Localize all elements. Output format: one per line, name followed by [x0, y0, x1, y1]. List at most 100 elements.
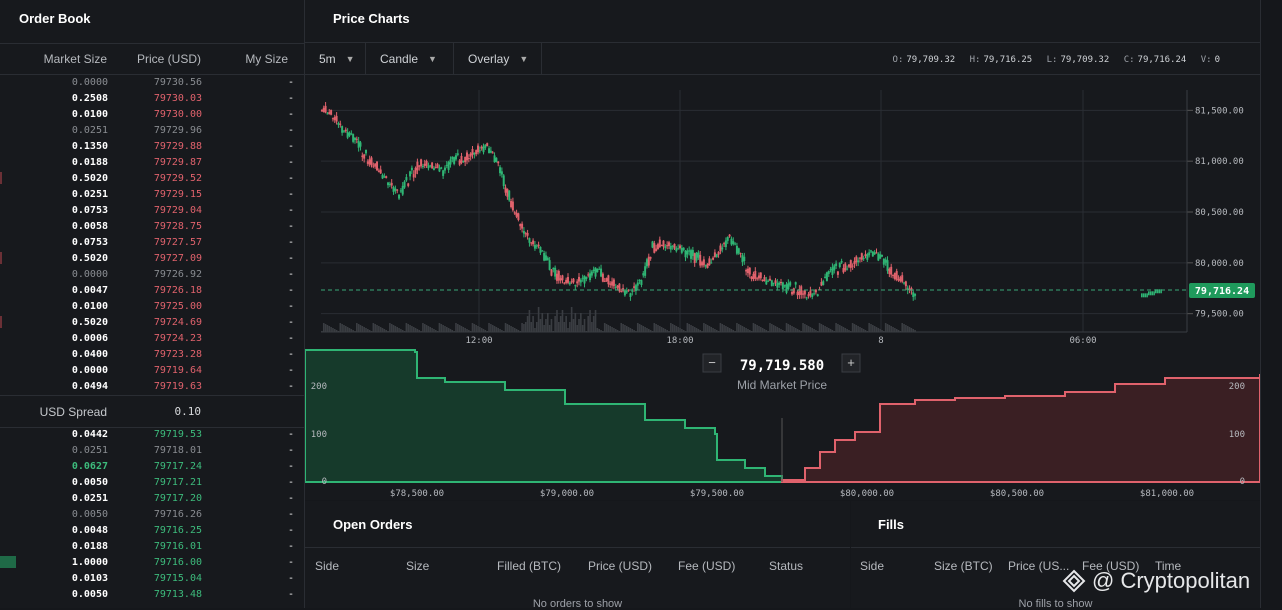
row-price: 79729.15 [153, 189, 202, 200]
bid-row[interactable]: 0.0627 79717.24 - [0, 458, 304, 474]
bid-row[interactable]: 0.0050 79717.21 - [0, 474, 304, 490]
bid-row[interactable]: 0.0188 79716.01 - [0, 538, 304, 554]
open-orders-header: Open Orders [305, 501, 850, 548]
volume-bar [537, 307, 540, 332]
ask-row[interactable]: 0.0000 79719.64 - [0, 362, 304, 378]
candle-body [686, 250, 689, 255]
low-label: L: [1046, 55, 1058, 65]
ask-row[interactable]: 0.0100 79725.00 - [0, 298, 304, 314]
candle-body [735, 245, 738, 254]
last-price-badge [1189, 283, 1255, 298]
volume-bar [506, 324, 509, 332]
volume-bar [780, 329, 782, 332]
candle-body [656, 244, 659, 250]
bid-row[interactable]: 0.0103 79715.04 - [0, 570, 304, 586]
volume-bar [387, 331, 389, 332]
row-size: 0.0251 [71, 493, 108, 504]
ask-row[interactable]: 0.0000 79726.92 - [0, 266, 304, 282]
depth-x-tick-label: $79,500.00 [690, 489, 744, 499]
volume-bar [502, 331, 505, 332]
overlay-dropdown[interactable]: Overlay ▼ [454, 43, 542, 74]
bid-row[interactable]: 0.0050 79716.26 - [0, 506, 304, 522]
ask-row[interactable]: 0.0188 79729.87 - [0, 154, 304, 170]
row-size: 0.0251 [71, 125, 108, 136]
candle-body [781, 282, 784, 290]
chart-toolbar: 5m ▼ Candle ▼ Overlay ▼ O: 79,709.32 H: 79,71… [305, 42, 1260, 75]
volume-bar [879, 329, 881, 332]
oo-col-side: Side [315, 559, 340, 573]
candlestick-chart[interactable]: 81,500.00 81,000.00 80,500.00 80,000.00 79,5… [305, 74, 1260, 350]
volume-bar [548, 325, 551, 332]
bid-row[interactable]: 0.0251 79718.01 - [0, 442, 304, 458]
volume-bar [671, 324, 674, 332]
candle-body [590, 271, 593, 276]
row-my-size: - [287, 141, 294, 152]
candle-body [447, 162, 450, 170]
x-tick-label: 06:00 [1069, 336, 1096, 346]
zoom-in-button[interactable] [841, 353, 861, 373]
ask-row[interactable]: 0.0251 79729.15 - [0, 186, 304, 202]
candle-body [710, 262, 713, 264]
scrollbar[interactable] [1260, 0, 1282, 608]
candle-body [1149, 291, 1152, 296]
candle-body [803, 290, 806, 295]
volume-bar [868, 323, 870, 332]
chevron-down-icon: ▼ [519, 53, 529, 64]
candle-body [491, 152, 494, 154]
volume-bar [341, 324, 343, 332]
volume-bar [673, 325, 676, 332]
ask-row[interactable]: 0.5020 79727.09 - [0, 250, 304, 266]
ask-row[interactable]: 0.0000 79730.56 - [0, 74, 304, 90]
volume-bar [513, 328, 516, 332]
candle-body [627, 289, 630, 291]
candle-body [431, 162, 434, 169]
volume-bar [464, 328, 466, 332]
bid-row[interactable]: 1.0000 79716.00 - [0, 554, 304, 570]
depth-chart[interactable]: 200 200 100 100 0 0 $78,500.00 $79,000.00 $79,5… [305, 348, 1260, 500]
interval-dropdown[interactable]: 5m ▼ [305, 43, 366, 74]
ask-row[interactable]: 0.0251 79729.96 - [0, 122, 304, 138]
ask-row[interactable]: 0.2508 79730.03 - [0, 90, 304, 106]
chart-type-dropdown[interactable]: Candle ▼ [366, 43, 454, 74]
candle-body [717, 251, 720, 255]
watermark: @ Cryptopolitan [1062, 568, 1250, 594]
row-price: 79728.75 [153, 221, 202, 232]
volume-bar [849, 331, 852, 332]
candle-body [530, 242, 533, 244]
volume-bar [750, 331, 753, 332]
ask-row[interactable]: 0.0058 79728.75 - [0, 218, 304, 234]
volume-bar [664, 329, 667, 332]
volume-bar [337, 331, 340, 332]
candle-body [690, 250, 693, 259]
candle-body [609, 283, 612, 285]
y-tick-label: 80,500.00 [1195, 208, 1244, 218]
ask-row[interactable]: 0.5020 79729.52 - [0, 170, 304, 186]
bid-row[interactable]: 0.0251 79717.20 - [0, 490, 304, 506]
ask-row[interactable]: 0.0494 79719.63 - [0, 378, 304, 394]
volume-bar [385, 330, 387, 332]
row-price: 79719.53 [153, 429, 202, 440]
bid-row[interactable]: 0.0048 79716.25 - [0, 522, 304, 538]
ask-row[interactable]: 0.0753 79729.04 - [0, 202, 304, 218]
candle-body [1153, 291, 1155, 296]
ask-row[interactable]: 0.0047 79726.18 - [0, 282, 304, 298]
ask-row[interactable]: 0.1350 79729.88 - [0, 138, 304, 154]
candle-body [559, 278, 562, 281]
spread-value: 0.10 [174, 405, 202, 418]
fills-col-fee: Fee (USD) [1082, 559, 1140, 573]
ask-row[interactable]: 0.0100 79730.00 - [0, 106, 304, 122]
candle-body [440, 167, 443, 169]
volume-bar [837, 324, 839, 332]
ask-row[interactable]: 0.0753 79727.57 - [0, 234, 304, 250]
volume-bar [501, 330, 503, 332]
ask-row[interactable]: 0.5020 79724.69 - [0, 314, 304, 330]
volume-bar [631, 329, 634, 332]
row-size: 0.0100 [71, 109, 108, 120]
volume-bar [827, 328, 830, 332]
volume-bar [910, 328, 913, 332]
ask-row[interactable]: 0.0006 79724.23 - [0, 330, 304, 346]
zoom-out-button[interactable] [702, 353, 722, 373]
bid-row[interactable]: 0.0442 79719.53 - [0, 426, 304, 442]
ask-row[interactable]: 0.0400 79723.28 - [0, 346, 304, 362]
bid-row[interactable]: 0.0050 79713.48 - [0, 586, 304, 602]
